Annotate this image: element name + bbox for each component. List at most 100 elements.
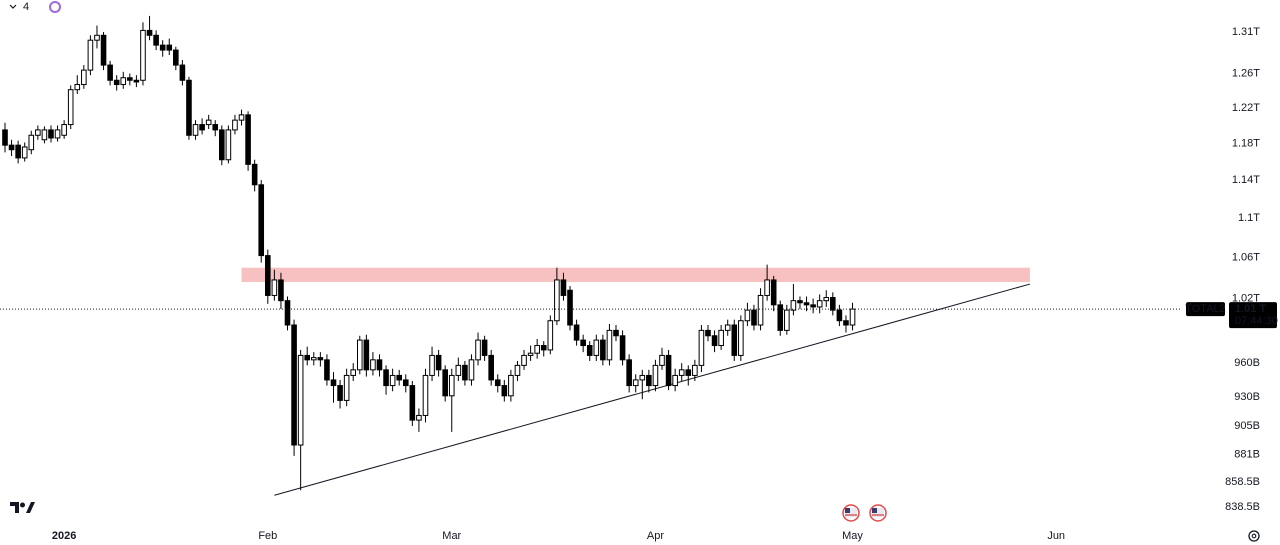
candle-body-up [370, 359, 376, 371]
candle-body-down [626, 359, 632, 387]
candle-body-up [343, 374, 350, 401]
candle-body-up [849, 308, 856, 326]
y-tick-label: 1.26T [1232, 67, 1260, 79]
tv-logo [10, 502, 35, 513]
candle-body-up [238, 114, 245, 121]
candle-body-down [803, 302, 810, 306]
resistance-zone [241, 267, 1030, 282]
candle-body-down [751, 309, 757, 326]
candle-body-down [199, 124, 205, 131]
candle-body-up [192, 124, 199, 136]
candle-body-down [619, 335, 626, 361]
chevron-icon[interactable] [9, 4, 17, 9]
candle-body-up [74, 84, 81, 91]
candle-body-down [731, 324, 738, 356]
gear-core[interactable] [1251, 533, 1257, 539]
candle-body-down [258, 184, 265, 257]
flag-canton[interactable] [872, 508, 877, 513]
logo-part [10, 502, 19, 513]
candle-body-down [284, 300, 291, 326]
candle-body-up [718, 329, 724, 347]
candle-body-up [271, 279, 278, 296]
candle-body-down [245, 114, 251, 165]
candle-body-down [337, 385, 343, 401]
settings-button[interactable] [1248, 530, 1260, 542]
candle-body-up [639, 374, 646, 381]
candle-body-up [823, 297, 830, 302]
interval-control-bg[interactable] [4, 0, 34, 14]
y-tick-label: 1.02T [1232, 292, 1260, 304]
candle-body-up [554, 279, 560, 322]
candle-body-up [632, 379, 639, 387]
y-tick-label: 1.1T [1238, 212, 1260, 224]
interval-control[interactable]: 4 [4, 0, 34, 14]
plot-area [0, 15, 1180, 496]
flag-body[interactable] [845, 508, 857, 517]
candle-body-up [28, 134, 35, 151]
candle-body-up [120, 77, 127, 86]
flag-body[interactable] [872, 508, 884, 517]
candle-body-down [442, 369, 448, 397]
flag-canton[interactable] [845, 508, 850, 513]
y-tick-label: 838.5B [1225, 501, 1260, 513]
candle-body-down [265, 255, 271, 296]
countdown-label: 07:44:30 [1235, 315, 1278, 327]
candle-body-down [770, 279, 777, 306]
candle-body-up [87, 39, 94, 71]
candle-body-up [350, 369, 357, 376]
candle-body-up [455, 364, 462, 376]
candle-body-up [297, 354, 304, 446]
candle-body-up [547, 320, 554, 351]
candle-body-up [140, 29, 146, 81]
y-tick-label: 905B [1234, 420, 1260, 432]
candle-body-down [488, 354, 494, 381]
candle-body-up [422, 374, 429, 416]
candle-body-down [409, 385, 416, 421]
candle-body-down [146, 29, 153, 36]
candle-body-down [8, 144, 15, 151]
gear-icon[interactable] [1248, 530, 1260, 542]
candle-body-down [567, 289, 573, 326]
indicator-icon[interactable] [49, 1, 61, 13]
candle-body-up [692, 364, 698, 376]
candle-body-down [580, 339, 586, 347]
candle-body-down [317, 357, 324, 361]
candle-body-up [61, 124, 67, 136]
event-flag[interactable] [869, 504, 887, 522]
candle-body-down [363, 339, 370, 371]
candle-body-up [389, 374, 396, 387]
candle-body-up [94, 34, 100, 41]
trendline [274, 283, 1031, 496]
candle-body-down [376, 359, 383, 371]
logo-part [20, 502, 25, 508]
candle-body-down [560, 279, 567, 296]
candle-body-up [429, 354, 435, 376]
x-tick-label: Mar [442, 530, 461, 542]
candle-body-down [186, 79, 192, 136]
candle-body-up [672, 374, 678, 387]
candle-body-down [324, 359, 330, 381]
y-tick-label: 1.06T [1232, 252, 1260, 264]
x-tick-label: Feb [258, 530, 277, 542]
time-axis: 2026 Feb Mar Apr May Jun [52, 530, 1065, 542]
candle-body-down [173, 49, 179, 66]
candle-body-up [475, 339, 481, 361]
candle-body-down [159, 44, 166, 51]
candle-body-down [843, 320, 849, 326]
candle-body-up [448, 374, 455, 397]
y-tick-label: 930B [1234, 391, 1260, 403]
candle-body-up [534, 345, 540, 354]
candle-body-down [179, 64, 186, 81]
candle-body-up [21, 146, 28, 159]
candle-body-down [600, 339, 606, 361]
event-flag[interactable] [842, 504, 860, 522]
candle-body-up [757, 294, 764, 326]
interval-badge[interactable]: 4 [23, 1, 29, 13]
candle-body-down [212, 124, 219, 131]
y-tick-label: 1.18T [1232, 137, 1260, 149]
y-tick-label: 1.14T [1232, 174, 1260, 186]
candle-body-down [100, 34, 107, 66]
candle-body-down [830, 297, 836, 311]
candle-body-down [711, 335, 718, 347]
candle-body-down [646, 374, 652, 387]
